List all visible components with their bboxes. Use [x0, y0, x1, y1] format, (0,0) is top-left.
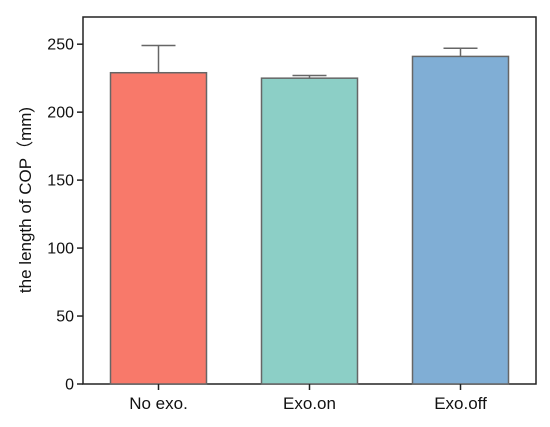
x-tick-label: Exo.off	[434, 394, 487, 413]
y-axis-title: the length of COP（mm)	[16, 107, 35, 293]
y-tick-label: 250	[47, 37, 74, 54]
x-axis: No exo. Exo.on Exo.off	[129, 384, 487, 413]
y-tick-label: 50	[56, 309, 74, 326]
bars	[109, 55, 510, 385]
error-bars	[141, 44, 478, 79]
y-tick-label: 200	[47, 105, 74, 122]
y-tick-label: 150	[47, 173, 74, 190]
y-tick-label: 0	[65, 377, 74, 394]
bar-exo-on	[260, 77, 359, 385]
bar-no-exo	[109, 71, 208, 385]
x-tick-label: Exo.on	[283, 394, 336, 413]
x-tick-label: No exo.	[129, 394, 188, 413]
y-tick-label: 100	[47, 241, 74, 258]
y-axis: 0 50 100 150 200 250	[47, 37, 83, 394]
bar-exo-off	[411, 55, 510, 385]
